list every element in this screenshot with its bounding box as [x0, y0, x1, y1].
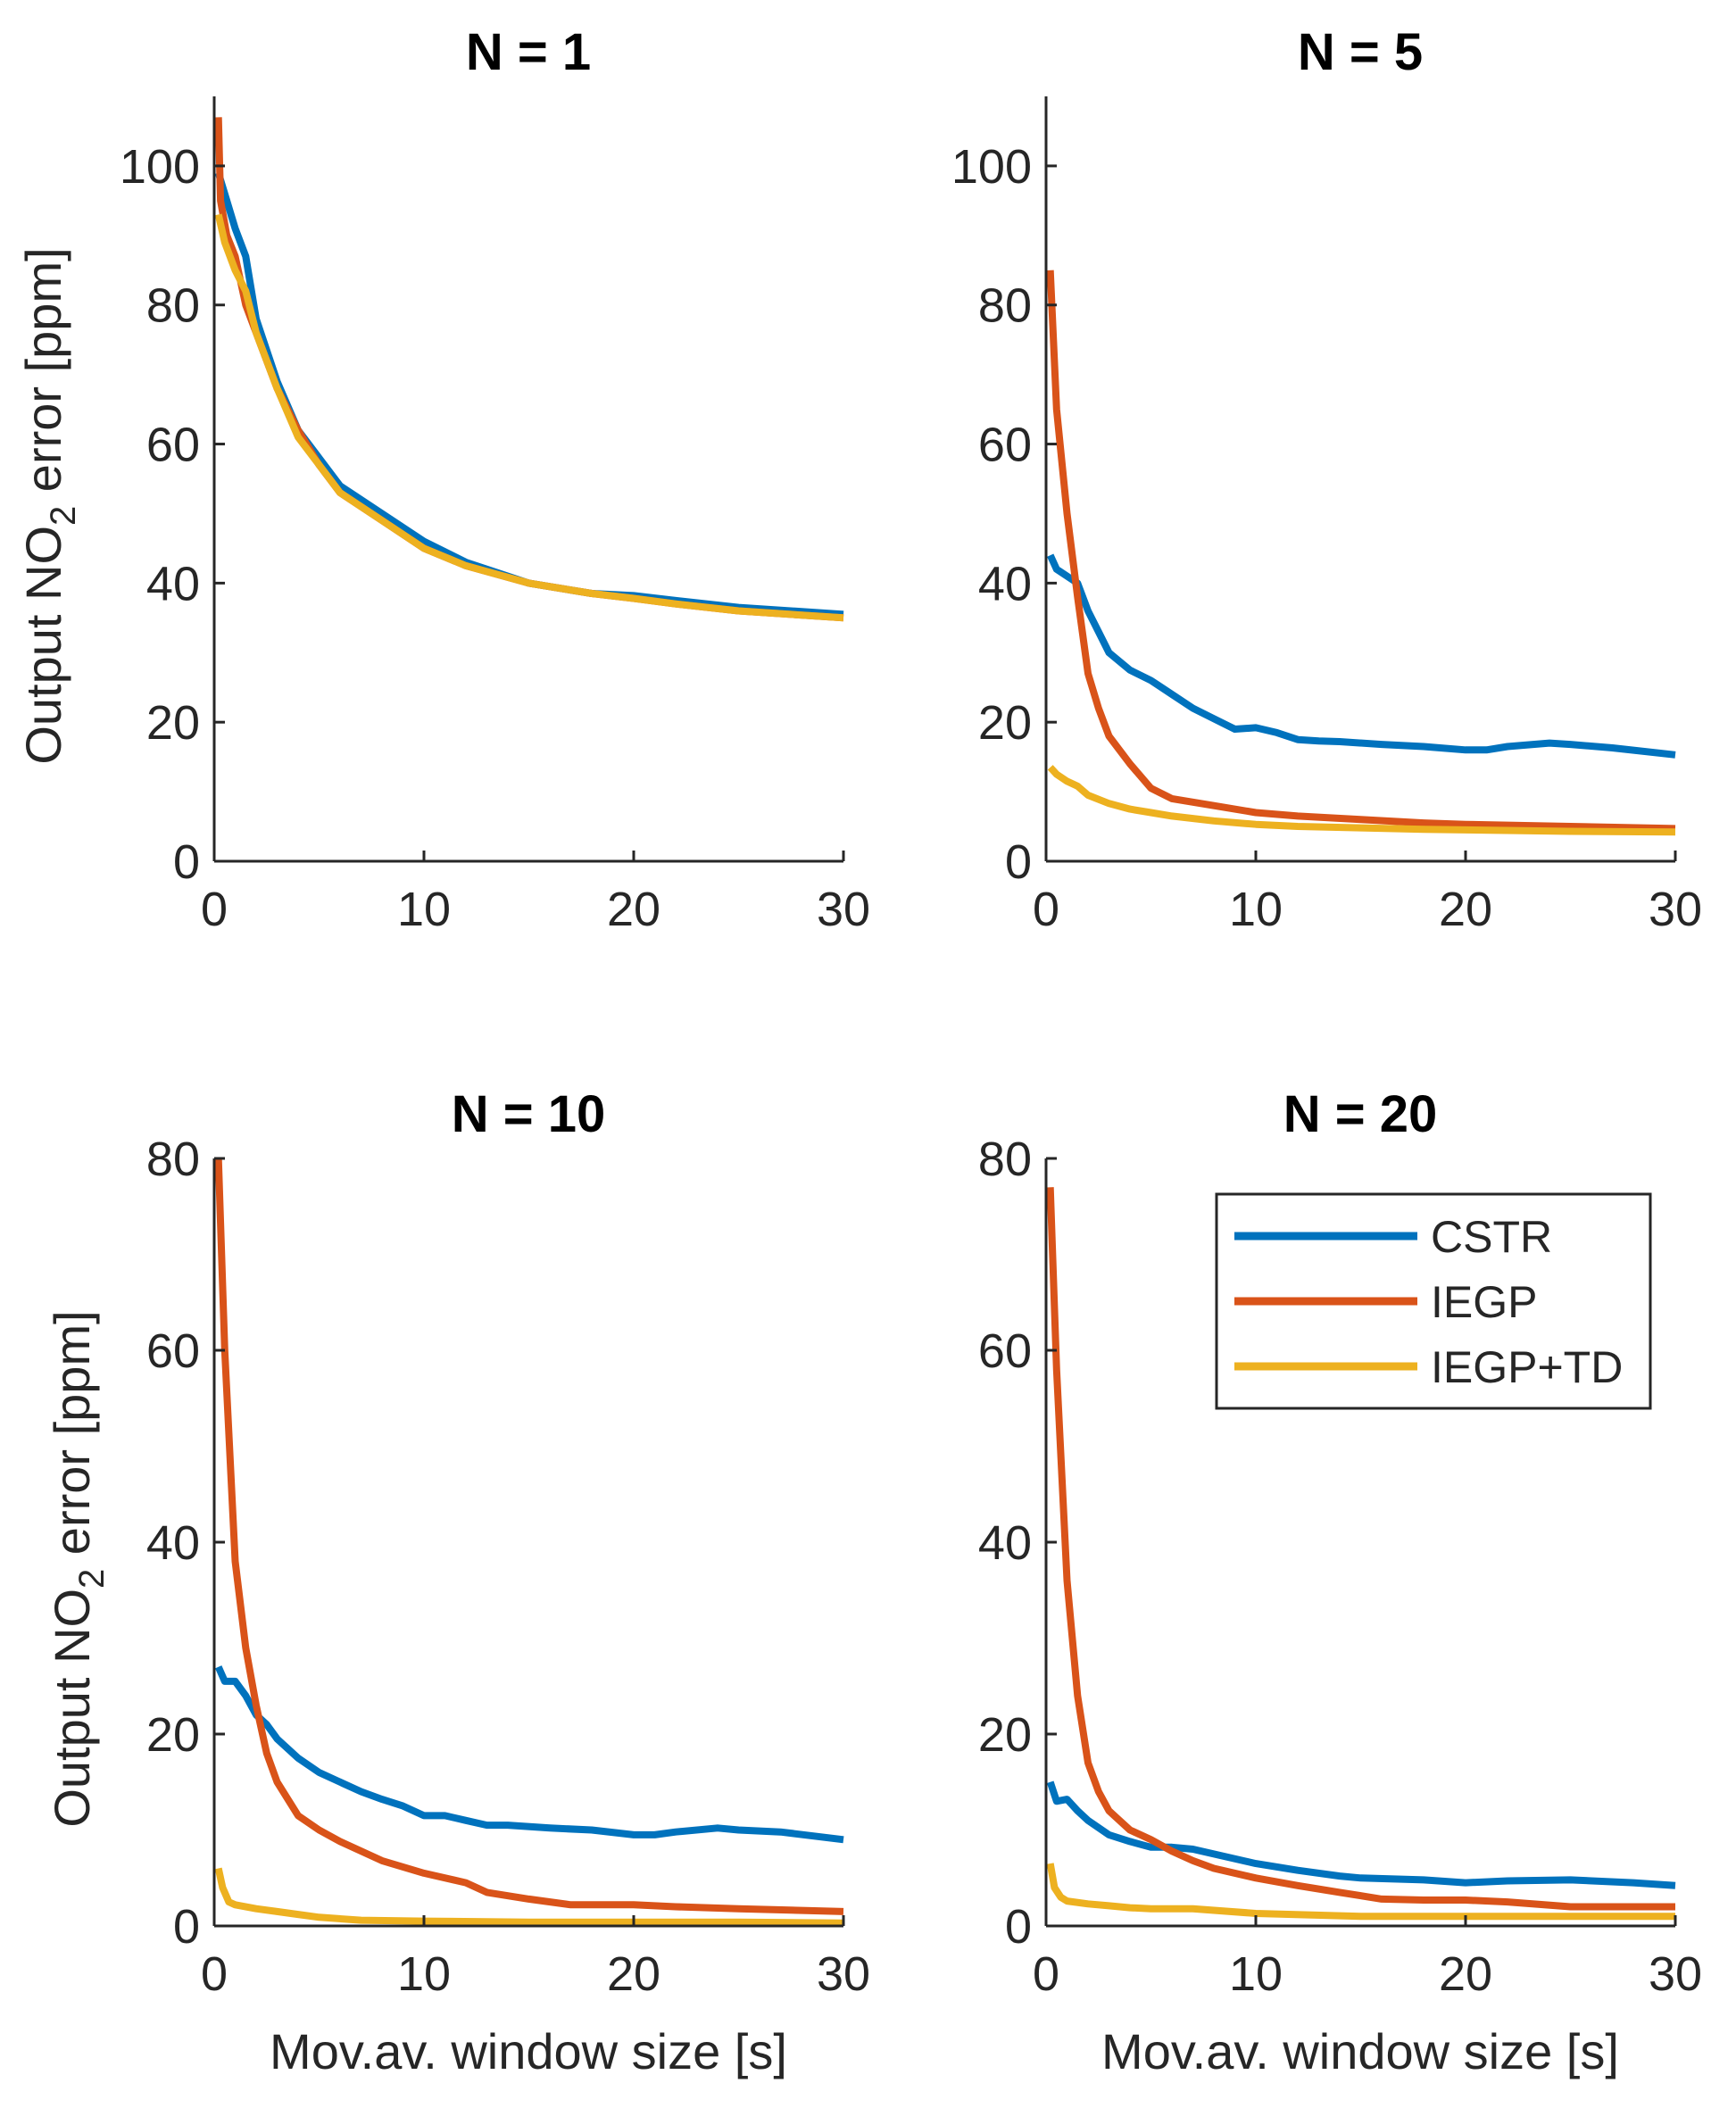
x-tick-label: 20: [1439, 1947, 1492, 2001]
y-tick-label: 20: [978, 1708, 1032, 1762]
y-tick-label: 100: [951, 140, 1032, 194]
y-tick-label: 80: [146, 1133, 200, 1186]
y-tick-label: 40: [978, 1516, 1032, 1570]
y-tick-label: 20: [978, 696, 1032, 750]
series-line-cstr: [1046, 1780, 1676, 1889]
axes-layer: 0 10 20 30 0 20 40 60 80: [146, 1133, 870, 2001]
y-tick-label: 80: [978, 1133, 1032, 1186]
y-tick-label: 20: [146, 696, 200, 750]
x-tick-label: 10: [397, 883, 451, 936]
axes-layer: 0 10 20 30 0 20 40 60 80: [978, 1133, 1702, 2001]
series-layer: [1046, 1187, 1676, 1921]
x-tick-label: 0: [201, 883, 228, 936]
axes-layer: 0 10 20 30 0 20 40 60 80 100: [951, 96, 1702, 936]
panel-title: N = 5: [1298, 23, 1423, 81]
y-tick-label: 80: [978, 279, 1032, 333]
y-tick-label: 60: [978, 1324, 1032, 1378]
series-line-iegp: [1046, 1187, 1675, 1911]
x-tick-label: 30: [1649, 883, 1702, 936]
y-tick-label: 100: [120, 140, 200, 194]
x-tick-label: 20: [607, 883, 660, 936]
y-tick-label: 80: [146, 279, 200, 333]
x-tick-label: 0: [201, 1947, 228, 2001]
series-line-iegp-td: [214, 1867, 844, 1927]
legend: CSTR IEGP IEGP+TD: [1215, 1192, 1652, 1410]
x-tick-label: 10: [1229, 883, 1283, 936]
panel-n5: N = 5 0 10 20 30 0 20 40 60 80 100: [951, 23, 1702, 936]
y-tick-label: 60: [978, 419, 1032, 472]
series-line-iegp-td: [1047, 765, 1676, 836]
y-axis-label: Output NO2 error [ppm]: [44, 1310, 112, 1827]
y-tick-label: 40: [146, 557, 200, 610]
x-tick-label: 0: [1033, 1947, 1059, 2001]
x-tick-label: 20: [607, 1947, 660, 2001]
x-axis-label: Mov.av. window size [s]: [1101, 2023, 1619, 2079]
series-line-cstr: [1047, 553, 1676, 759]
y-tick-label: 60: [146, 1324, 200, 1378]
x-tick-label: 10: [397, 1947, 451, 2001]
y-tick-label: 0: [1005, 1900, 1032, 1954]
x-tick-label: 30: [1649, 1947, 1702, 2001]
series-line-iegp-td: [1046, 1863, 1675, 1921]
series-line-iegp: [1046, 270, 1676, 833]
y-tick-label: 60: [146, 419, 200, 472]
y-tick-label: 20: [146, 1708, 200, 1762]
x-tick-label: 0: [1033, 883, 1059, 936]
y-tick-label: 40: [146, 1516, 200, 1570]
series-layer: [214, 1158, 844, 1927]
panel-title: N = 1: [466, 23, 591, 81]
legend-label-cstr: CSTR: [1431, 1212, 1552, 1262]
axes-layer: 0 10 20 30 0 20 40 60 80 100: [120, 96, 870, 936]
panel-n10: N = 10 0 10 20 30 0 20 40 60 80 Output NO2 error…: [44, 1085, 870, 2079]
series-line-iegp-td: [214, 213, 844, 622]
y-tick-label: 40: [978, 557, 1032, 610]
panel-n20: N = 20 0 10 20 30 0 20 40 60 80 Mov.av. window s…: [978, 1085, 1702, 2079]
x-tick-label: 30: [817, 1947, 870, 2001]
x-tick-label: 20: [1439, 883, 1492, 936]
series-line-iegp: [214, 1158, 844, 1915]
panel-title: N = 20: [1283, 1085, 1438, 1143]
series-layer: [1046, 270, 1676, 836]
panel-title: N = 10: [452, 1085, 606, 1143]
x-axis-label: Mov.av. window size [s]: [270, 2023, 787, 2079]
y-tick-label: 0: [173, 1900, 200, 1954]
legend-label-iegp: IEGP: [1431, 1277, 1537, 1327]
x-tick-label: 30: [817, 883, 870, 936]
legend-label-iegp-td: IEGP+TD: [1431, 1342, 1623, 1392]
series-layer: [214, 117, 844, 622]
panel-n1: N = 1 0 10 20 30 0 20 40 60 80 100 Output NO2 err…: [15, 23, 870, 936]
x-tick-label: 10: [1229, 1947, 1283, 2001]
y-tick-label: 0: [173, 835, 200, 889]
y-tick-label: 0: [1005, 835, 1032, 889]
y-axis-label: Output NO2 error [ppm]: [15, 247, 83, 764]
